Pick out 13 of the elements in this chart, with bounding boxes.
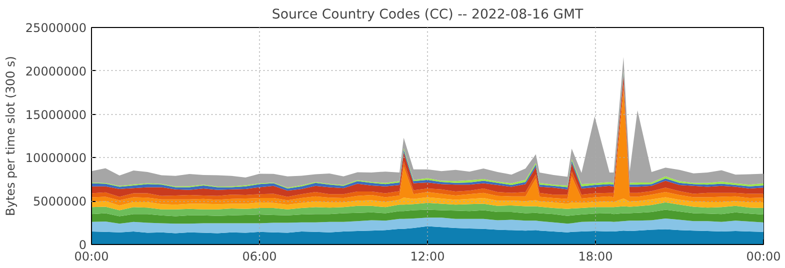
y-tick-label: 0	[78, 238, 87, 252]
y-tick-label: 25000000	[25, 21, 86, 35]
x-tick-label: 18:00	[578, 250, 613, 264]
y-tick-label: 5000000	[33, 194, 87, 209]
chart-title: Source Country Codes (CC) -- 2022-08-16 GMT	[272, 8, 584, 22]
x-tick-label: 00:00	[746, 250, 781, 264]
x-tick-label: 00:00	[74, 250, 109, 264]
y-tick-label: 15000000	[25, 108, 86, 122]
y-tick-label: 20000000	[25, 64, 86, 78]
y-tick-label: 10000000	[25, 151, 86, 166]
x-tick-label: 12:00	[410, 250, 445, 264]
y-axis-title: Bytes per time slot (300 s)	[3, 56, 18, 216]
x-tick-label: 06:00	[242, 250, 277, 264]
